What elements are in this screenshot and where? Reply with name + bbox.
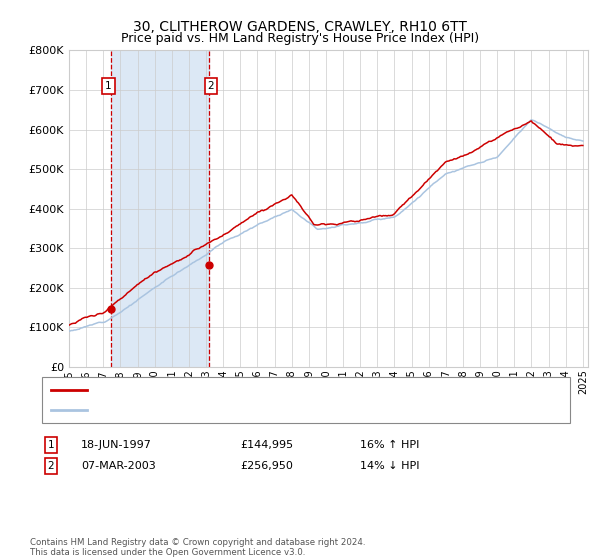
Text: Price paid vs. HM Land Registry's House Price Index (HPI): Price paid vs. HM Land Registry's House … (121, 32, 479, 45)
Text: 2: 2 (208, 81, 214, 91)
Text: £256,950: £256,950 (240, 461, 293, 471)
Text: 14% ↓ HPI: 14% ↓ HPI (360, 461, 419, 471)
Text: 07-MAR-2003: 07-MAR-2003 (81, 461, 156, 471)
Text: 2: 2 (47, 461, 55, 471)
Text: 30, CLITHEROW GARDENS, CRAWLEY, RH10 6TT: 30, CLITHEROW GARDENS, CRAWLEY, RH10 6TT (133, 20, 467, 34)
Text: 1: 1 (105, 81, 112, 91)
Text: 18-JUN-1997: 18-JUN-1997 (81, 440, 152, 450)
Text: 1: 1 (47, 440, 55, 450)
Bar (111, 50, 209, 367)
Text: Contains HM Land Registry data © Crown copyright and database right 2024.
This d: Contains HM Land Registry data © Crown c… (30, 538, 365, 557)
Text: 16% ↑ HPI: 16% ↑ HPI (360, 440, 419, 450)
Text: HPI: Average price, detached house, Crawley: HPI: Average price, detached house, Craw… (93, 405, 339, 415)
Text: £144,995: £144,995 (240, 440, 293, 450)
Text: 30, CLITHEROW GARDENS, CRAWLEY, RH10 6TT (detached house): 30, CLITHEROW GARDENS, CRAWLEY, RH10 6TT… (93, 385, 455, 395)
